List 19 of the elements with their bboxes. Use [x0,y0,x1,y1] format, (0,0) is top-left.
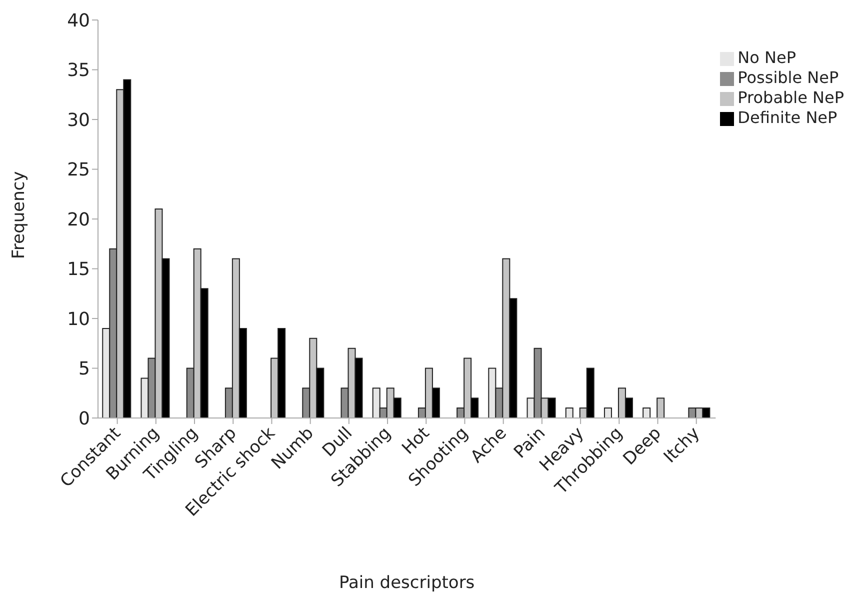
y-tick-label: 40 [67,10,90,32]
bar [604,408,612,418]
legend-label: No NeP [738,48,796,67]
bar [565,408,574,418]
bar [656,398,665,418]
y-tick-label: 25 [67,160,90,181]
y-tick-label: 20 [67,209,90,230]
y-tick-label: 0 [78,408,90,430]
legend-label: Probable NeP [738,88,844,107]
legend-label: Possible NeP [738,68,839,87]
y-tick-label: 5 [78,358,90,380]
x-axis-title: Pain descriptors [338,573,475,593]
bar [642,408,651,418]
y-tick-label: 35 [67,60,90,82]
y-tick-label: 10 [67,308,90,330]
y-axis-title: Frequency [9,171,30,259]
legend-label: Definite NeP [738,108,838,127]
y-tick-label: 30 [67,110,90,131]
y-tick-label: 15 [67,259,90,280]
